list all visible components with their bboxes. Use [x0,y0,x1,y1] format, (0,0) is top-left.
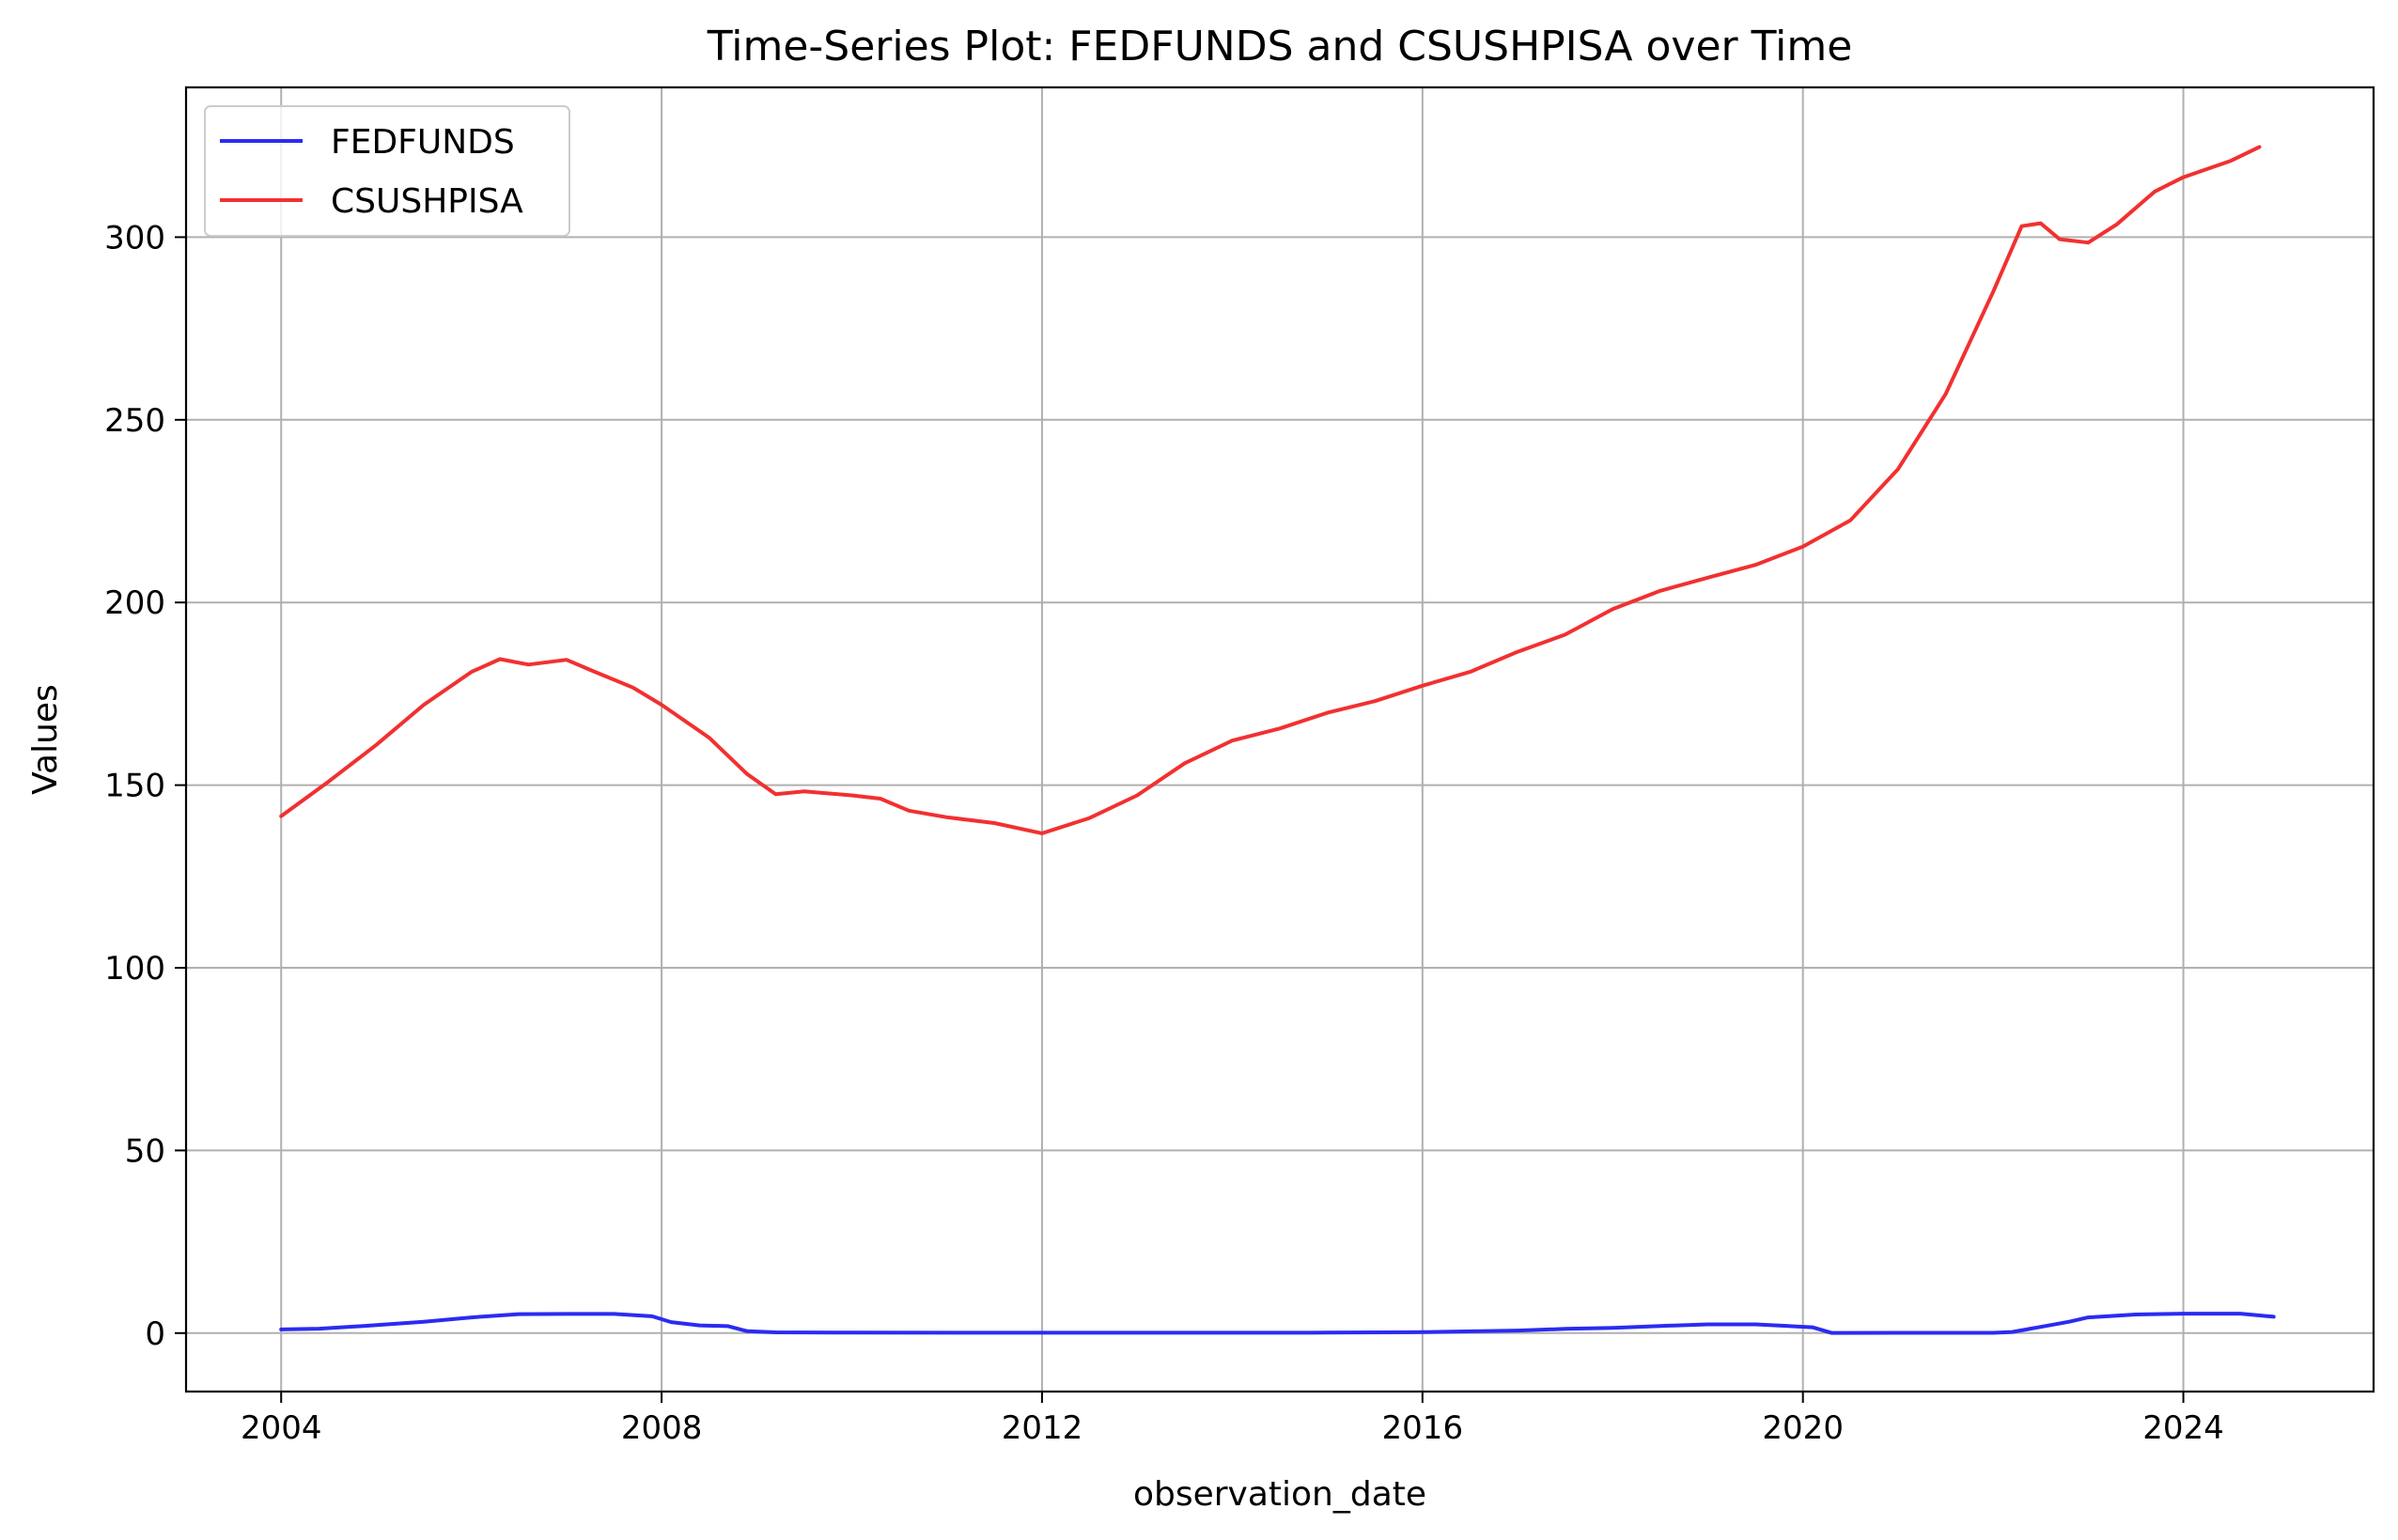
series-line-csushpisa [279,145,2262,835]
series-line-fedfunds [279,1312,2276,1335]
y-tick-label: 50 [125,1132,165,1170]
x-axis-label: observation_date [1133,1475,1426,1514]
x-tick-label: 2008 [621,1409,703,1447]
x-tick-label: 2024 [2142,1409,2224,1447]
legend-label: CSUSHPISA [331,182,523,221]
legend: FEDFUNDS CSUSHPISA [204,105,570,237]
x-tick-label: 2020 [1762,1409,1844,1447]
y-axis-label: Values [26,684,65,795]
x-tick-label: 2012 [1002,1409,1083,1447]
y-tick-label: 200 [104,584,165,622]
chart-title: Time-Series Plot: FEDFUNDS and CSUSHPISA… [707,23,1853,70]
x-tick-label: 2016 [1382,1409,1464,1447]
legend-box [204,105,570,237]
y-tick-label: 0 [145,1315,165,1353]
series-lines [279,145,2276,1335]
y-tick-label: 300 [104,219,165,257]
y-tick-label: 100 [104,950,165,988]
x-tick-label: 2004 [241,1409,322,1447]
plot-frame [184,86,2375,1393]
axis-ticks: 2004 2008 2012 2016 2020 2024 0 50 100 150 200 250 3… [104,219,2224,1447]
legend-label: FEDFUNDS [331,123,515,162]
y-tick-label: 250 [104,402,165,440]
y-tick-label: 150 [104,768,165,805]
